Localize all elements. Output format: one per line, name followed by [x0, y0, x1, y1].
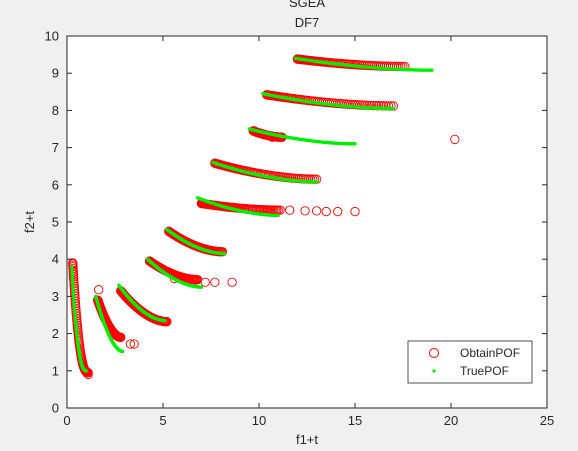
truepof-point: [70, 264, 74, 269]
obtainpof-point: [125, 339, 136, 349]
obtainpof-point: [227, 277, 237, 287]
y-tick-label: 7: [52, 140, 59, 155]
legend: ObtainPOF TruePOF: [407, 340, 533, 384]
obtainpof-front: [164, 226, 228, 257]
truepof-point: [391, 106, 396, 111]
series-truepof: [70, 56, 434, 373]
truepof-point: [120, 349, 125, 354]
chart-subtitle: DF7: [295, 15, 320, 30]
obtainpof-point: [83, 369, 93, 380]
y-tick-label: 5: [52, 215, 59, 230]
y-tick-label: 0: [52, 401, 59, 416]
truepof-front: [211, 160, 319, 184]
obtainpof-point: [333, 206, 343, 217]
obtainpof-point: [362, 100, 372, 110]
obtainpof-point: [300, 206, 310, 216]
obtainpof-point: [285, 205, 295, 215]
x-tick-label: 5: [159, 413, 166, 428]
x-tick-label: 20: [444, 413, 458, 428]
truepof-point: [199, 285, 204, 289]
y-tick-label: 10: [45, 29, 59, 44]
truepof-point: [314, 180, 319, 184]
obtainpof-point: [350, 100, 361, 110]
truepof-point: [276, 213, 280, 217]
obtainpof-point: [359, 100, 370, 110]
truepof-point: [70, 267, 74, 272]
y-tick-label: 2: [52, 326, 59, 341]
legend-label-obtainpof: ObtainPOF: [460, 346, 520, 360]
obtainpof-point: [357, 100, 367, 110]
x-axis: 0 5 10 15 20 25: [63, 36, 554, 428]
legend-box: [407, 340, 533, 384]
truepof-point: [163, 318, 167, 323]
truepof-point: [71, 283, 75, 287]
truepof-point: [70, 270, 74, 274]
truepof-front: [70, 264, 88, 373]
truepof-front: [94, 294, 125, 354]
x-tick-label: 15: [348, 413, 362, 428]
truepof-point: [353, 142, 357, 146]
truepof-front: [165, 227, 227, 256]
obtainpof-point: [353, 100, 363, 110]
y-tick-label: 1: [52, 363, 59, 378]
obtainpof-point: [210, 277, 220, 287]
x-tick-label: 0: [63, 413, 70, 428]
truepof-front: [247, 127, 357, 146]
y-tick-label: 8: [52, 103, 59, 118]
obtainpof-point: [275, 205, 285, 215]
obtainpof-point: [321, 206, 331, 217]
legend-marker-truepof: [432, 369, 436, 373]
x-tick-label: 10: [252, 413, 266, 428]
obtainpof-point: [116, 332, 126, 342]
y-tick-label: 9: [52, 66, 59, 81]
truepof-point: [70, 278, 75, 282]
x-axis-label: f1+t: [296, 432, 318, 447]
x-tick-label: 25: [540, 413, 554, 428]
y-tick-label: 4: [52, 252, 59, 267]
obtainpof-point: [366, 100, 377, 111]
obtainpof-point: [311, 206, 322, 216]
truepof-front: [293, 56, 434, 72]
obtainpof-point: [371, 100, 382, 111]
obtainpof-point: [200, 277, 210, 287]
truepof-point: [71, 286, 75, 290]
obtainpof-point: [129, 339, 139, 349]
plot-marks: [68, 54, 460, 380]
truepof-front: [117, 283, 167, 323]
truepof-front: [145, 257, 204, 289]
y-tick-label: 3: [52, 289, 59, 304]
chart-title: SGEA: [289, 0, 325, 10]
obtainpof-point: [355, 100, 365, 110]
truepof-front: [261, 91, 396, 111]
y-axis: 0 1 2 3 4 5 6 7 8 9 10: [45, 29, 547, 416]
obtainpof-point: [94, 285, 104, 295]
truepof-point: [430, 68, 434, 72]
obtainpof-point: [369, 100, 379, 111]
obtainpof-point: [364, 100, 374, 111]
y-axis-label: f2+t: [22, 211, 37, 233]
y-tick-label: 6: [52, 177, 59, 192]
truepof-point: [70, 273, 74, 277]
legend-marker-obtainpof: [429, 348, 439, 358]
truepof-front: [195, 196, 280, 217]
truepof-point: [222, 251, 227, 256]
truepof-point: [71, 281, 75, 285]
obtainpof-front: [262, 90, 399, 111]
legend-label-truepof: TruePOF: [460, 364, 509, 378]
truepof-point: [70, 275, 75, 280]
obtainpof-point: [450, 134, 460, 145]
obtainpof-point: [350, 206, 360, 217]
truepof-point: [84, 369, 88, 373]
